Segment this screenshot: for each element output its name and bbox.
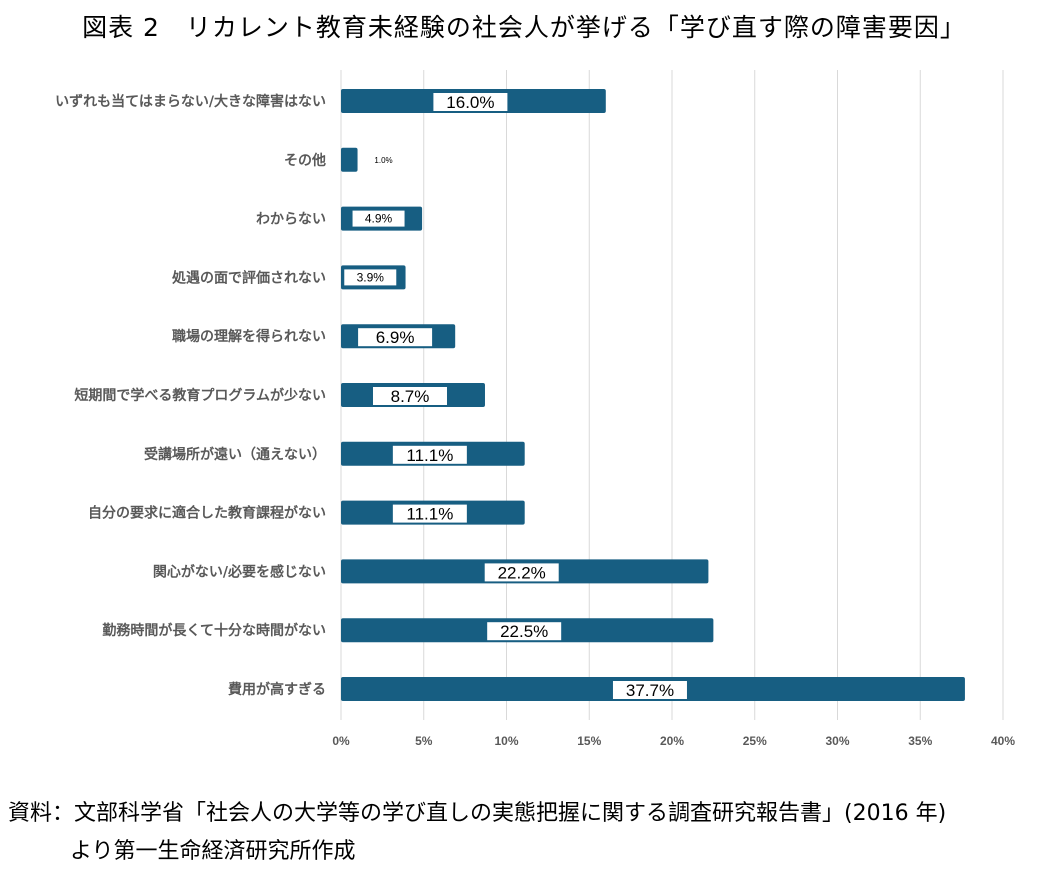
data-label: 4.9% [365, 212, 393, 226]
x-tick-label: 40% [991, 734, 1015, 748]
x-tick-label: 0% [332, 734, 350, 748]
category-label: 関心がない/必要を感じない [153, 563, 326, 580]
x-tick-label: 15% [577, 734, 601, 748]
category-label: わからない [256, 212, 326, 228]
data-label: 16.0% [446, 93, 494, 112]
source-note: 資料：文部科学省「社会人の大学等の学び直しの実態把握に関する調査研究報告書」(2… [8, 795, 946, 871]
data-label: 22.5% [500, 622, 548, 641]
data-label-box [484, 563, 559, 582]
data-label: 11.1% [406, 446, 453, 465]
category-label: 自分の要求に適合した教育課程がない [88, 505, 326, 522]
data-label-box [487, 622, 562, 641]
data-label-box [392, 445, 467, 464]
data-label: 11.1% [406, 505, 453, 524]
data-label-box [392, 504, 467, 523]
data-label: 37.7% [626, 681, 674, 700]
category-label: 処遇の面で評価されない [171, 269, 326, 286]
x-tick-label: 5% [415, 734, 433, 748]
category-label: 費用が高すぎる [228, 681, 326, 698]
x-tick-label: 25% [743, 734, 767, 748]
x-tick-label: 10% [494, 734, 518, 748]
bar-chart: 0% 5% 10% 15% 20% 25% 30% 35% 40% いずれも当てはまらない/大きな… [55, 70, 1015, 748]
category-label: 受講場所が遠い（通えない） [144, 446, 326, 463]
data-label: 3.9% [357, 270, 385, 284]
source-line-2: より第一生命経済研究所作成 [70, 839, 356, 864]
category-label: いずれも当てはまらない/大きな障害はない [55, 93, 326, 110]
data-label-box [344, 269, 397, 286]
category-label: 短期間で学べる教育プログラムが少ない [74, 387, 326, 404]
category-label: 職場の理解を得られない [172, 328, 326, 345]
data-label: 8.7% [391, 387, 430, 406]
data-label: 1.0% [374, 156, 392, 165]
x-tick-label: 30% [825, 734, 849, 748]
data-label: 22.2% [498, 563, 546, 582]
category-label: その他 [284, 152, 326, 169]
category-label: 勤務時間が長くて十分な時間がない [102, 622, 326, 639]
data-label-box [352, 210, 405, 227]
data-label-box [612, 681, 687, 699]
chart-title: 図表 2 リカレント教育未経験の社会人が挙げる「学び直す際の障害要因」 [82, 13, 966, 42]
data-label-box [433, 93, 508, 111]
data-label: 6.9% [376, 328, 415, 347]
source-line-1: 資料：文部科学省「社会人の大学等の学び直しの実態把握に関する調査研究報告書」(2… [8, 801, 947, 826]
x-tick-label: 35% [908, 734, 932, 748]
x-tick-label: 20% [660, 734, 684, 748]
data-label-box [358, 328, 433, 347]
bar [341, 147, 358, 172]
data-label-box [372, 387, 447, 405]
